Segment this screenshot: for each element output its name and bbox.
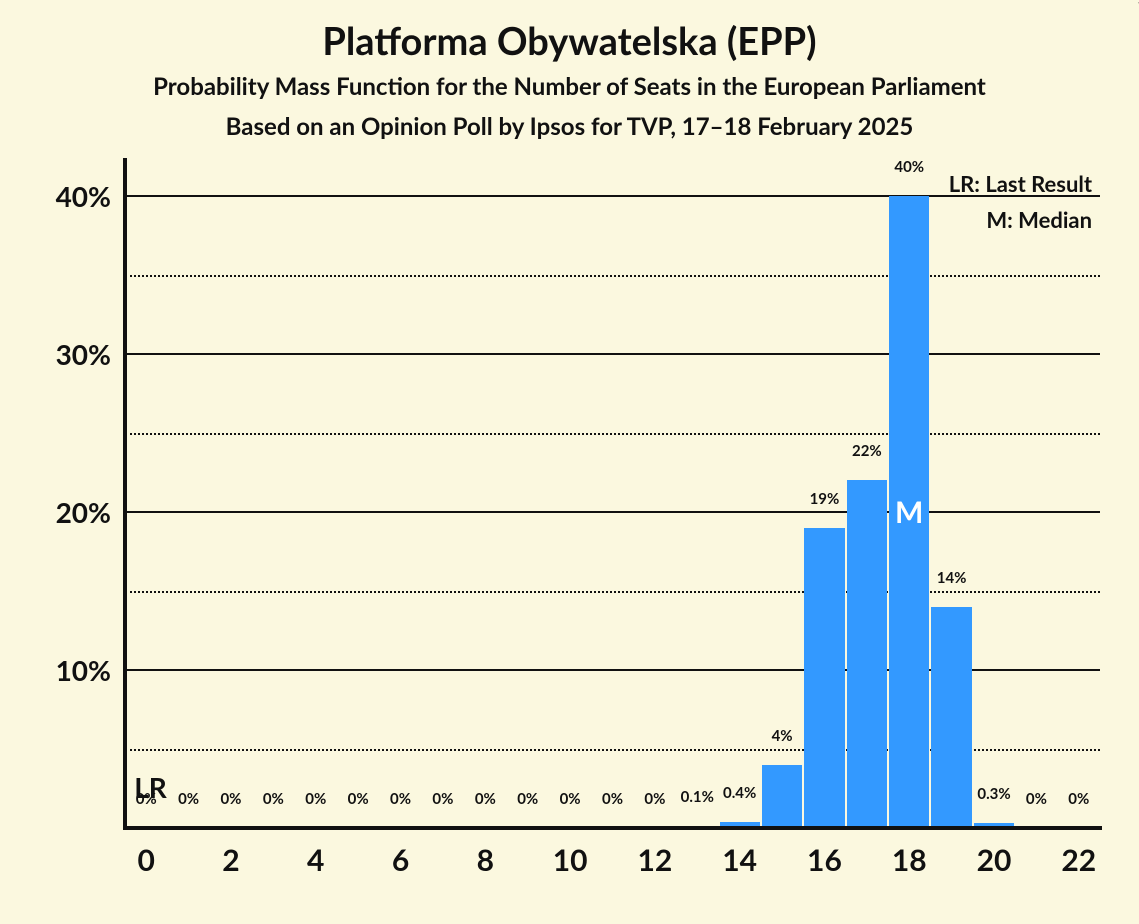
legend-last-result: LR: Last Result	[949, 170, 1092, 197]
x-tick-label: 16	[807, 842, 842, 878]
gridline-major	[125, 511, 1100, 513]
chart-container: Platforma Obywatelska (EPP) Probability …	[0, 0, 1139, 924]
x-tick-label: 10	[553, 842, 588, 878]
bar-value-label: 4%	[772, 727, 793, 745]
y-tick-label: 40%	[56, 179, 111, 213]
bar	[762, 765, 802, 828]
bar-value-label: 0%	[644, 790, 665, 808]
bar	[804, 528, 844, 828]
y-tick-label: 10%	[56, 653, 111, 687]
gridline-minor	[125, 433, 1100, 435]
bar-value-label: 0%	[220, 790, 241, 808]
x-tick-label: 14	[722, 842, 757, 878]
bar-value-label: 0.3%	[977, 785, 1010, 803]
x-tick-label: 2	[222, 842, 239, 878]
chart-subtitle-2: Based on an Opinion Poll by Ipsos for TV…	[0, 112, 1139, 141]
x-tick-label: 22	[1061, 842, 1096, 878]
bar-value-label: 40%	[894, 158, 924, 176]
bar-value-label: 0%	[560, 790, 581, 808]
x-tick-label: 12	[637, 842, 672, 878]
chart-subtitle-1: Probability Mass Function for the Number…	[0, 72, 1139, 101]
x-tick-label: 4	[307, 842, 324, 878]
copyright-text: © 2025 Filip van Laenen	[1135, 0, 1139, 4]
legend-median: M: Median	[986, 206, 1092, 233]
x-tick-label: 6	[392, 842, 409, 878]
chart-plot: 10%20%30%40%0%0%0%0%0%0%0%0%0%0%0%0%0%0.…	[125, 164, 1100, 828]
bar-value-label: 0.1%	[681, 788, 714, 806]
bar	[847, 480, 887, 828]
x-tick-label: 20	[977, 842, 1012, 878]
bar-value-label: 19%	[810, 490, 840, 508]
bar-value-label: 0%	[602, 790, 623, 808]
bar-value-label: 0%	[475, 790, 496, 808]
bar-value-label: 0%	[390, 790, 411, 808]
y-axis	[123, 158, 127, 828]
x-axis	[123, 826, 1102, 830]
bar-value-label: 0%	[305, 790, 326, 808]
bar-value-label: 0%	[263, 790, 284, 808]
y-tick-label: 30%	[56, 337, 111, 371]
x-tick-label: 0	[137, 842, 154, 878]
gridline-minor	[125, 275, 1100, 277]
bar-value-label: 0%	[1026, 790, 1047, 808]
x-tick-label: 18	[892, 842, 927, 878]
x-tick-label: 8	[477, 842, 494, 878]
bar-value-label: 0%	[517, 790, 538, 808]
gridline-major	[125, 353, 1100, 355]
bar-value-label: 0.4%	[723, 784, 756, 802]
plot-area: 10%20%30%40%0%0%0%0%0%0%0%0%0%0%0%0%0%0.…	[125, 164, 1100, 828]
bar-value-label: 0%	[178, 790, 199, 808]
median-marker: M	[895, 494, 923, 530]
y-tick-label: 20%	[56, 495, 111, 529]
bar	[931, 607, 971, 828]
gridline-minor	[125, 591, 1100, 593]
bar-value-label: 0%	[432, 790, 453, 808]
last-result-marker: LR	[134, 770, 167, 804]
bar-value-label: 0%	[1068, 790, 1089, 808]
bar-value-label: 22%	[852, 442, 882, 460]
bar-value-label: 0%	[348, 790, 369, 808]
chart-title: Platforma Obywatelska (EPP)	[0, 18, 1139, 64]
bar-value-label: 14%	[937, 569, 967, 587]
